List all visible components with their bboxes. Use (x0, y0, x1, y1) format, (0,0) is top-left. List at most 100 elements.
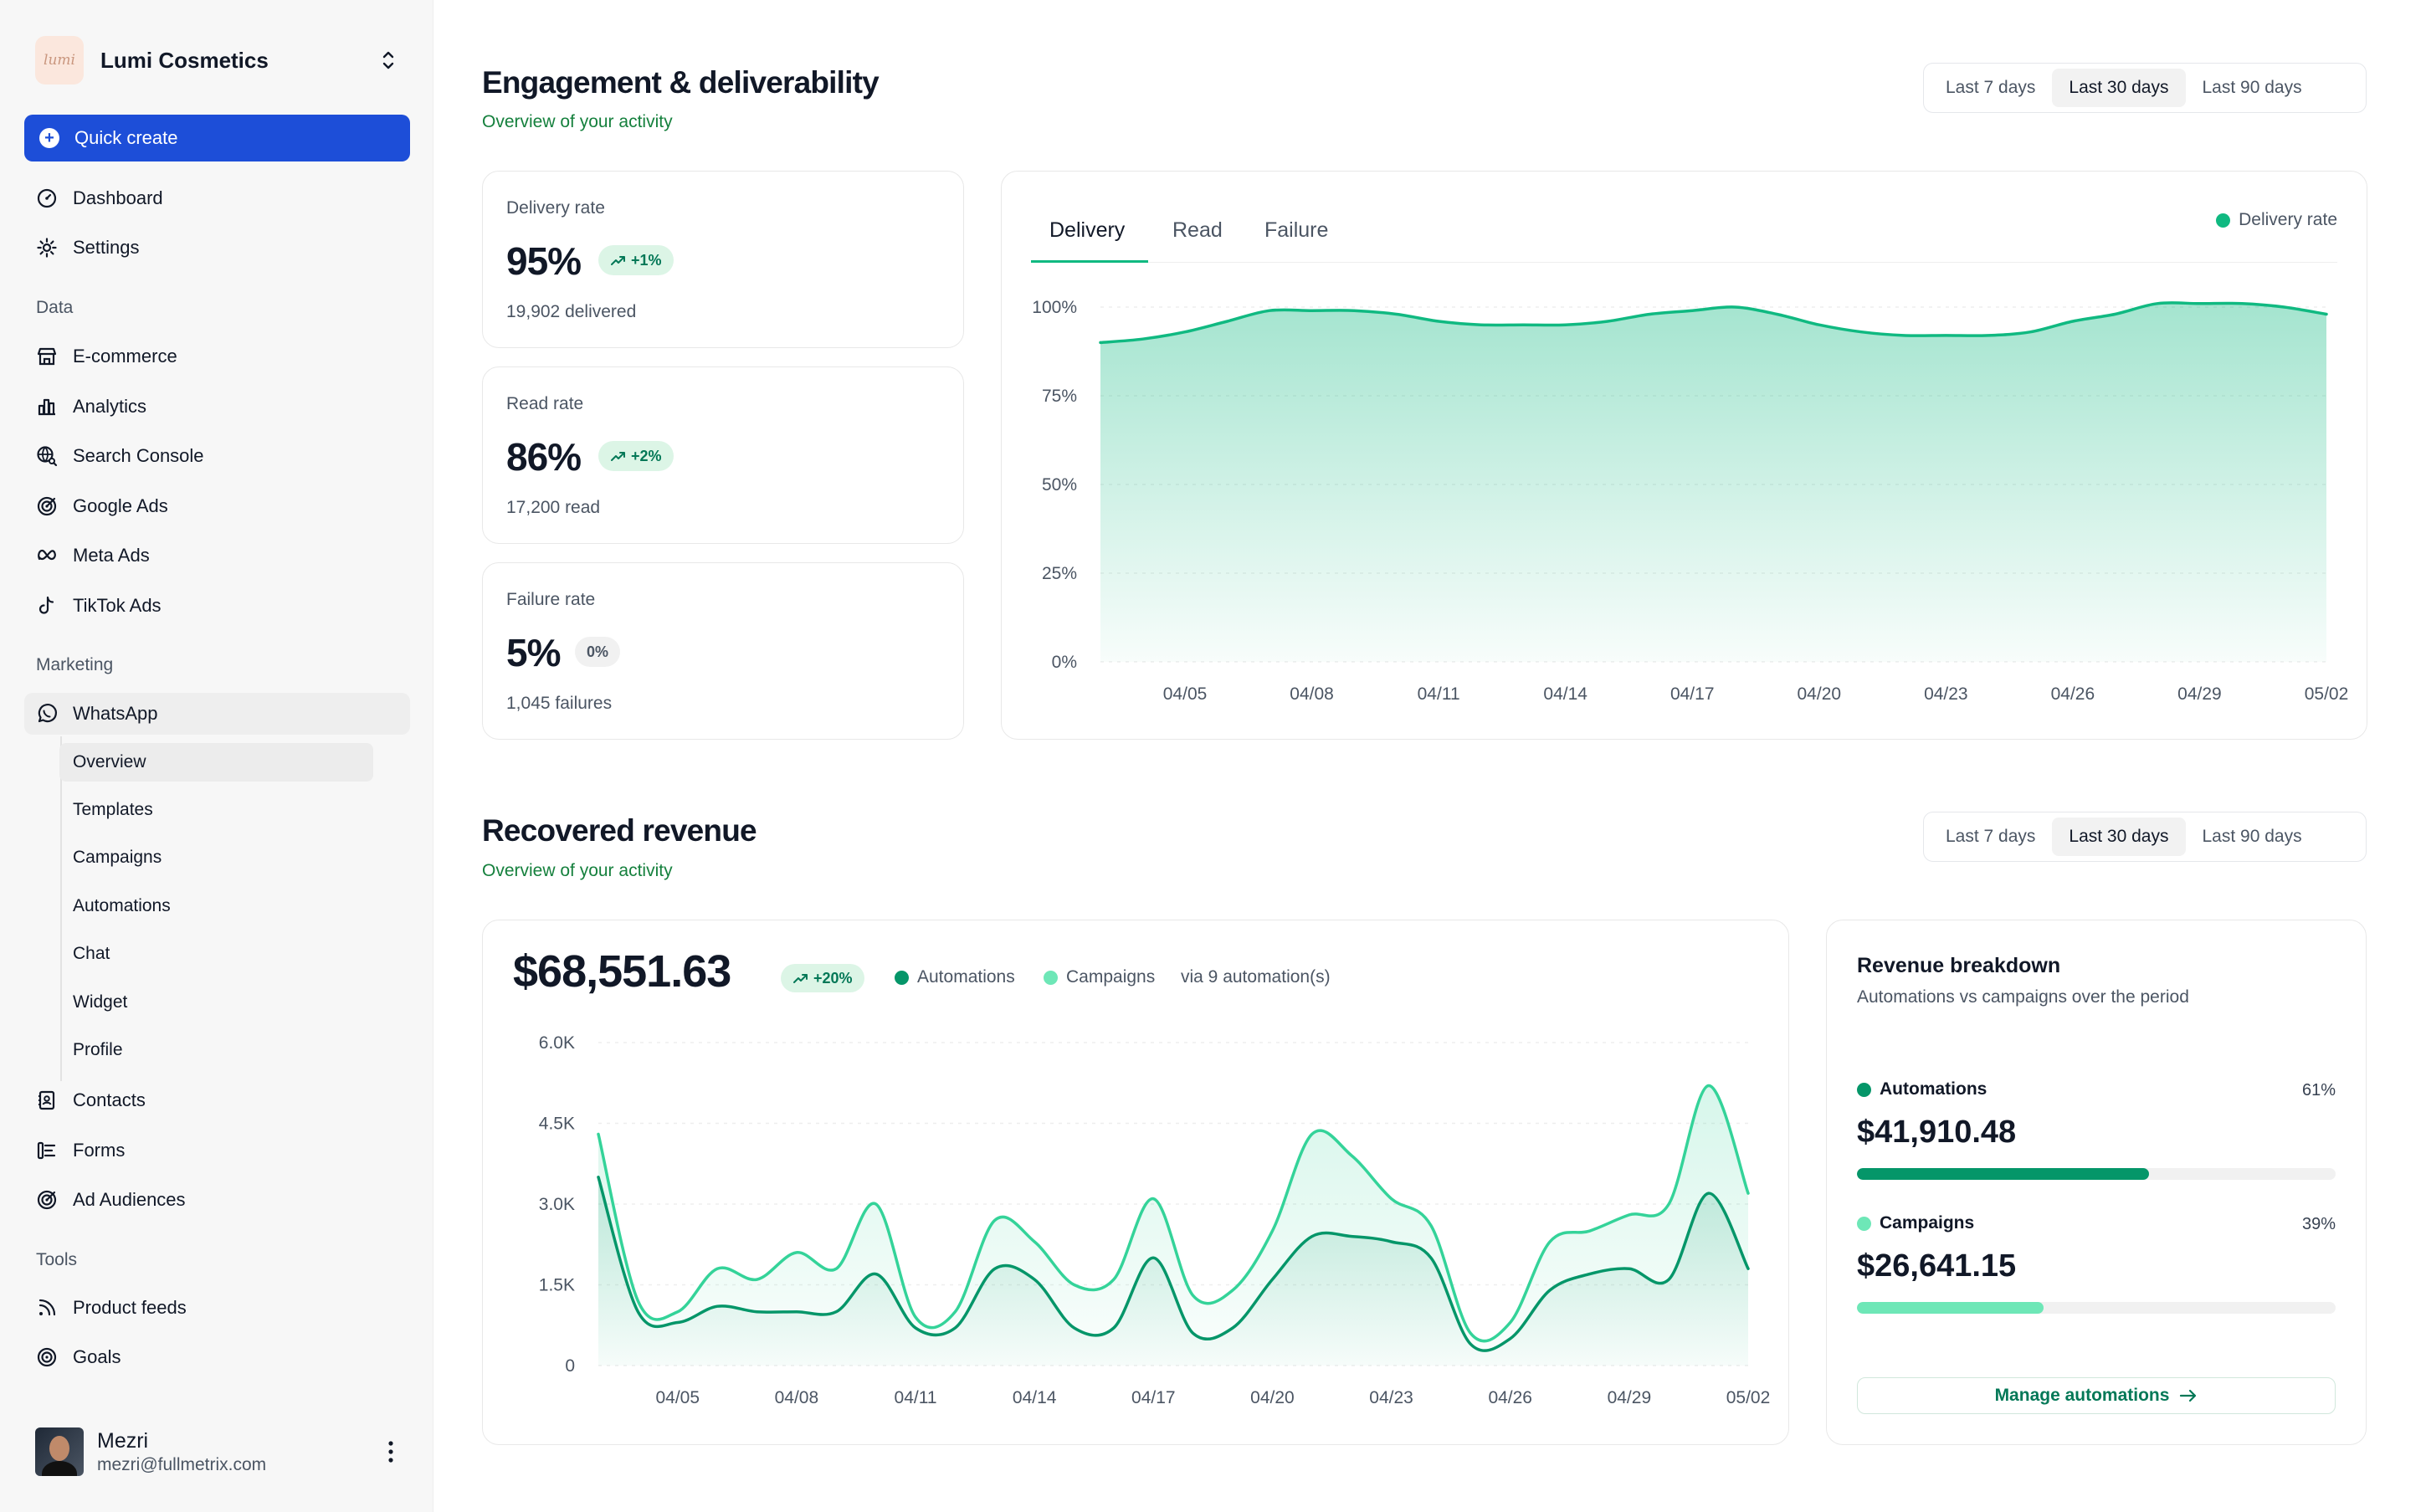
sidebar-item-search-console[interactable]: Search Console (24, 435, 410, 477)
x-tick-label: 04/23 (1369, 1388, 1413, 1407)
legend-label: Delivery rate (2239, 210, 2337, 229)
stat-badge-value: +1% (631, 251, 662, 269)
sidebar-item-whatsapp[interactable]: WhatsApp (24, 693, 410, 735)
sidebar-item-label: Settings (73, 237, 140, 258)
workspace-switcher[interactable]: lumi Lumi Cosmetics (35, 35, 410, 85)
sidebar-item-label: TikTok Ads (73, 595, 162, 616)
x-tick-label: 04/26 (1488, 1388, 1532, 1407)
sidebar-item-dashboard[interactable]: Dashboard (24, 177, 410, 219)
sidebar-item-ecommerce[interactable]: E-commerce (24, 336, 410, 377)
sidebar-item-label: Ad Audiences (73, 1189, 186, 1210)
sidebar-subitem-templates[interactable]: Templates (73, 800, 153, 819)
sidebar-item-tiktok-ads[interactable]: TikTok Ads (24, 585, 410, 627)
goal-icon (37, 1347, 57, 1367)
manage-automations-button[interactable]: Manage automations (1857, 1377, 2336, 1414)
user-email: mezri@fullmetrix.com (97, 1454, 267, 1474)
range-last-30-days[interactable]: Last 30 days (2052, 69, 2186, 107)
sidebar-item-label: Google Ads (73, 495, 168, 516)
stat-card-failure-rate: Failure rate 5% 0% 1,045 failures (482, 562, 964, 740)
chevron-up-down-icon[interactable] (377, 47, 400, 74)
x-tick-label: 04/17 (1670, 684, 1715, 704)
whatsapp-icon (38, 704, 57, 723)
sidebar-subitem-widget[interactable]: Widget (73, 992, 128, 1012)
stat-badge: +2% (598, 441, 674, 471)
x-tick-label: 04/26 (2051, 684, 2095, 704)
tab-delivery[interactable]: Delivery (1049, 218, 1126, 242)
range-last-7-days[interactable]: Last 7 days (1946, 78, 2036, 97)
breakdown-title: Revenue breakdown (1857, 954, 2061, 977)
delivery-rate-chart: 0% 25% 50% 75% 100% 04/05 04/08 04/11 04/14 04/17… (1032, 298, 2349, 704)
brand-name: Lumi Cosmetics (100, 47, 269, 73)
sidebar-item-ad-audiences[interactable]: Ad Audiences (24, 1179, 410, 1221)
breakdown-label-text: Campaigns (1880, 1213, 1975, 1233)
sidebar-item-analytics[interactable]: Analytics (24, 386, 410, 428)
range-last-30-days[interactable]: Last 30 days (2052, 818, 2186, 856)
form-icon (37, 1141, 56, 1160)
sidebar-section-data: Data (36, 298, 74, 317)
engagement-range-selector: Last 7 days Last 30 days Last 90 days (1923, 63, 2367, 113)
sidebar-item-label: Goals (73, 1346, 121, 1367)
stat-badge: +1% (598, 245, 674, 275)
sidebar-subitem-chat[interactable]: Chat (73, 944, 110, 963)
breakdown-automations-fill (1857, 1168, 2149, 1180)
sidebar-item-contacts[interactable]: Contacts (24, 1079, 410, 1121)
stat-foot: 1,045 failures (506, 694, 613, 713)
infinity-icon (38, 549, 56, 561)
breakdown-subtitle: Automations vs campaigns over the period (1857, 987, 2189, 1007)
revenue-title: Recovered revenue (482, 813, 757, 848)
x-tick-label: 04/14 (1013, 1388, 1057, 1407)
quick-create-button[interactable]: + Quick create (24, 115, 410, 161)
sidebar-item-product-feeds[interactable]: Product feeds (24, 1287, 410, 1329)
gear-icon (37, 238, 57, 258)
x-tick-label: 05/02 (2305, 684, 2349, 704)
series-area-automations (598, 1176, 1748, 1366)
stat-label: Delivery rate (506, 198, 605, 218)
contacts-book-icon (38, 1090, 55, 1110)
more-vertical-icon[interactable] (387, 1439, 395, 1464)
breakdown-automations-amount: $41,910.48 (1857, 1115, 2017, 1150)
sidebar-section-tools: Tools (36, 1250, 78, 1269)
revenue-via-note: via 9 automation(s) (1181, 967, 1331, 987)
tab-read[interactable]: Read (1172, 218, 1223, 242)
user-name: Mezri (97, 1428, 149, 1453)
legend-dot (895, 970, 909, 985)
range-last-90-days[interactable]: Last 90 days (2202, 827, 2302, 846)
quick-create-label: Quick create (74, 127, 178, 148)
chart-legend: Delivery rate (2216, 210, 2337, 230)
series-line-automations (597, 1176, 1750, 1352)
user-account[interactable]: Mezri mezri@fullmetrix.com (35, 1422, 410, 1481)
tab-failure[interactable]: Failure (1264, 218, 1329, 242)
sidebar-subitem-automations[interactable]: Automations (73, 896, 171, 915)
sidebar-item-google-ads[interactable]: Google Ads (24, 485, 410, 527)
stat-value: 95% (506, 239, 582, 283)
revenue-badge-value: +20% (813, 969, 853, 987)
sidebar-subitem-campaigns[interactable]: Campaigns (73, 848, 162, 867)
stat-value: 86% (506, 435, 582, 479)
stat-card-delivery-rate: Delivery rate 95% +1% 19,902 delivered (482, 171, 964, 348)
sidebar-item-label: WhatsApp (73, 703, 158, 724)
breakdown-automations-bar (1857, 1168, 2336, 1180)
store-icon (37, 347, 57, 366)
legend-dot (1857, 1082, 1871, 1097)
x-tick-label: 04/08 (775, 1388, 819, 1407)
sidebar-item-label: E-commerce (73, 346, 177, 366)
series-area-delivery-rate (1100, 302, 2326, 662)
plus-circle-icon: + (39, 128, 59, 148)
y-tick-label: 100% (1032, 298, 1077, 317)
sidebar-subitem-profile[interactable]: Profile (73, 1040, 123, 1059)
sidebar-item-forms[interactable]: Forms (24, 1130, 410, 1171)
sidebar-item-meta-ads[interactable]: Meta Ads (24, 535, 410, 577)
range-last-90-days[interactable]: Last 90 days (2202, 78, 2302, 97)
revenue-badge: +20% (781, 964, 864, 992)
revenue-subtitle: Overview of your activity (482, 861, 673, 880)
sidebar-subitem-overview[interactable]: Overview (59, 743, 373, 782)
tab-divider (1031, 262, 2337, 263)
stat-foot: 17,200 read (506, 498, 601, 517)
y-tick-label: 75% (1042, 387, 1077, 406)
range-last-7-days[interactable]: Last 7 days (1946, 827, 2036, 846)
sidebar-item-settings[interactable]: Settings (24, 227, 410, 269)
sidebar-item-goals[interactable]: Goals (24, 1336, 410, 1378)
y-tick-label: 50% (1042, 475, 1077, 495)
stat-value: 5% (506, 631, 561, 674)
sidebar-item-label: Contacts (73, 1089, 146, 1110)
